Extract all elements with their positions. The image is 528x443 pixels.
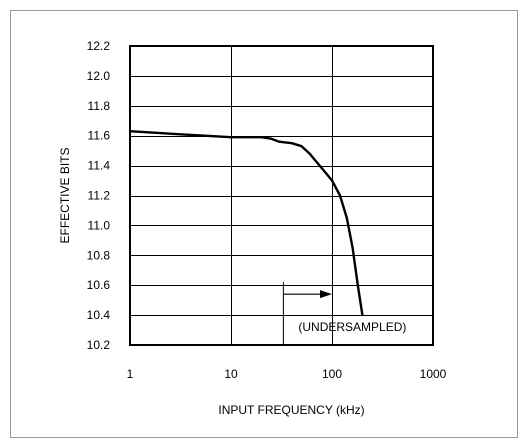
y-tick-labels: 10.2 10.4 10.6 10.8 11.0 11.2 11.4 11.6 11.8 12.0… (87, 39, 111, 352)
y-tick-label: 10.8 (87, 248, 111, 262)
x-tick-label: 100 (322, 367, 342, 381)
annotation-text: (UNDERSAMPLED) (298, 320, 406, 334)
x-tick-label: 10 (224, 367, 238, 381)
plot-border (129, 45, 434, 346)
y-tick-label: 11.0 (88, 218, 111, 232)
y-tick-label: 11.6 (88, 129, 111, 143)
y-tick-label: 10.6 (87, 278, 111, 292)
y-tick-label: 12.2 (87, 39, 111, 53)
grid-lines (130, 46, 433, 345)
x-tick-label: 1 (127, 367, 134, 381)
series-layer (128, 129, 364, 317)
annotation-layer: (UNDERSAMPLED) (282, 282, 406, 345)
x-tick-labels: 1 10 100 1000 (127, 367, 447, 381)
y-tick-label: 12.0 (87, 69, 111, 83)
y-axis-label: EFFECTIVE BITS (58, 147, 72, 243)
x-tick-label: 1000 (420, 367, 447, 381)
y-tick-label: 11.4 (88, 159, 111, 173)
y-tick-label: 11.8 (88, 99, 111, 113)
series-line (128, 129, 364, 317)
y-tick-label: 10.4 (87, 308, 111, 322)
x-axis-label: INPUT FREQUENCY (kHz) (218, 403, 364, 417)
outer-border (10, 10, 518, 438)
y-tick-label: 10.2 (87, 338, 111, 352)
y-tick-label: 11.2 (88, 189, 111, 203)
annotation-arrowhead (320, 290, 332, 299)
